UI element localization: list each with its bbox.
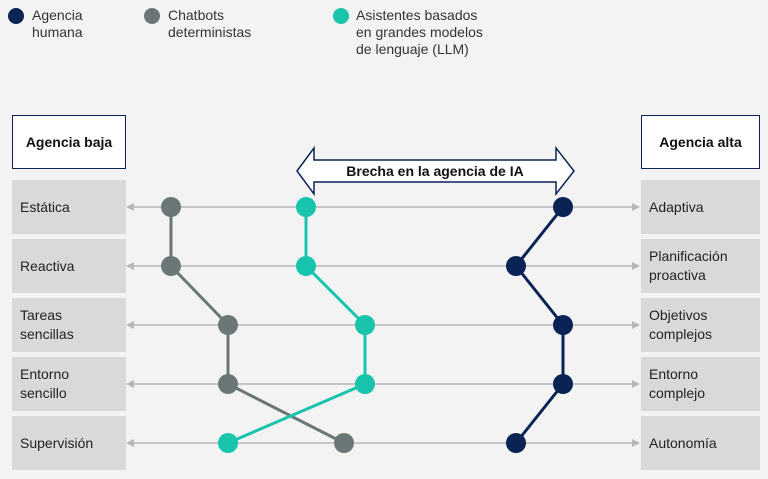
legend-dot-human	[8, 8, 24, 24]
low-level-2: Tareas sencillas	[12, 298, 126, 352]
legend-chatbots: Chatbots deterministas	[168, 7, 252, 40]
chatbots-point	[161, 197, 181, 217]
arrowhead-left-icon	[126, 203, 134, 211]
high-level-1: Planificación proactiva	[641, 239, 760, 293]
human-point	[506, 256, 526, 276]
low-level-4: Supervisión	[12, 416, 126, 470]
human-point	[553, 315, 573, 335]
arrowhead-left-icon	[126, 380, 134, 388]
arrowhead-left-icon	[126, 439, 134, 447]
arrowhead-right-icon	[632, 380, 640, 388]
high-level-0: Adaptiva	[641, 180, 760, 234]
llm-point	[218, 433, 238, 453]
chatbots-point	[218, 315, 238, 335]
gap-double-arrow	[296, 145, 575, 197]
low-level-0: Estática	[12, 180, 126, 234]
arrowhead-left-icon	[126, 262, 134, 270]
low-level-3: Entorno sencillo	[12, 357, 126, 411]
legend-llm: Asistentes basados en grandes modelos de…	[356, 7, 483, 57]
chatbots-point	[334, 433, 354, 453]
arrowhead-right-icon	[632, 321, 640, 329]
human-point	[506, 433, 526, 453]
arrowhead-right-icon	[632, 439, 640, 447]
gap-label: Brecha en la agencia de IA	[346, 163, 523, 179]
llm-point	[355, 374, 375, 394]
low-agency-header: Agencia baja	[12, 115, 126, 169]
llm-point	[296, 256, 316, 276]
low-level-1: Reactiva	[12, 239, 126, 293]
chatbots-point	[218, 374, 238, 394]
chatbots-point	[161, 256, 181, 276]
arrowhead-left-icon	[126, 321, 134, 329]
high-level-2: Objetivos complejos	[641, 298, 760, 352]
arrowhead-right-icon	[632, 203, 640, 211]
llm-point	[296, 197, 316, 217]
human-point	[553, 374, 573, 394]
high-agency-header: Agencia alta	[641, 115, 760, 169]
legend-human: Agencia humana	[32, 7, 83, 40]
high-level-3: Entorno complejo	[641, 357, 760, 411]
arrowhead-right-icon	[632, 262, 640, 270]
human-point	[553, 197, 573, 217]
high-level-4: Autonomía	[641, 416, 760, 470]
llm-point	[355, 315, 375, 335]
legend-dot-chatbots	[144, 8, 160, 24]
legend-dot-llm	[333, 8, 349, 24]
